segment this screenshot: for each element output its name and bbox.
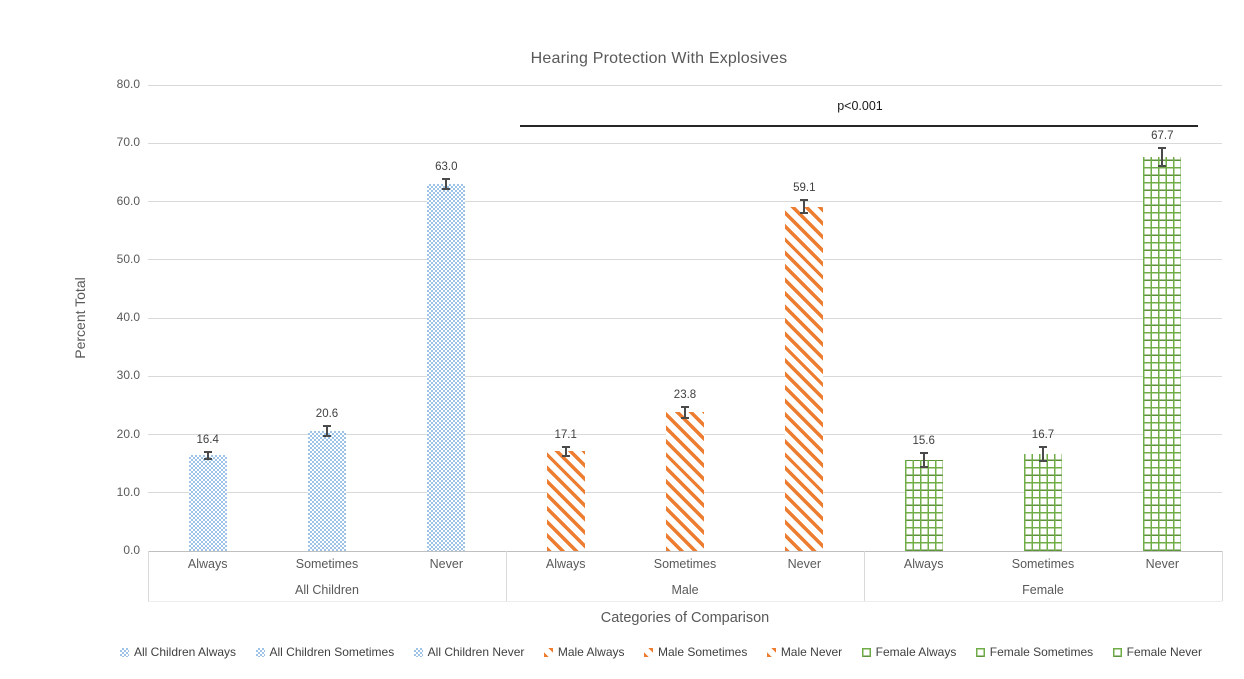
legend: All Children Always All Children Sometime… xyxy=(120,645,1202,659)
value-label: 59.1 xyxy=(793,182,816,195)
legend-swatch-icon xyxy=(975,647,985,657)
legend-label: Male Never xyxy=(780,645,843,659)
bar-female-never xyxy=(1143,156,1182,551)
error-bar xyxy=(681,405,689,419)
bar-male-never xyxy=(785,206,824,551)
category-area-bottom-edge xyxy=(148,601,1222,602)
category-label: Sometimes xyxy=(653,557,717,571)
legend-item: Male Always xyxy=(543,645,625,659)
error-bar xyxy=(561,445,570,458)
y-tick-label: 80.0 xyxy=(116,77,140,91)
category-label: Always xyxy=(545,557,586,571)
legend-swatch-icon xyxy=(766,647,776,657)
legend-item: All Children Always xyxy=(120,645,236,659)
category-divider xyxy=(148,551,149,601)
error-bar xyxy=(800,199,809,215)
value-label: 23.8 xyxy=(673,388,697,401)
legend-swatch-icon xyxy=(861,647,871,657)
group-label-male: Male xyxy=(671,583,699,597)
legend-item: Female Always xyxy=(861,645,957,659)
y-tick-label: 70.0 xyxy=(116,135,140,150)
legend-swatch-icon xyxy=(120,647,129,657)
bar-all-children-always xyxy=(188,455,227,551)
significance-line xyxy=(520,125,1198,127)
legend-swatch-icon xyxy=(643,647,653,657)
y-tick-label: 0.0 xyxy=(123,543,140,557)
x-axis-title: Categories of Comparison xyxy=(600,610,770,626)
y-tick-label: 60.0 xyxy=(116,193,140,208)
legend-item: All Children Never xyxy=(413,645,525,659)
gridline xyxy=(148,201,1222,202)
category-label: Never xyxy=(1145,557,1179,571)
legend-item: Male Never xyxy=(766,645,843,659)
legend-label: Female Never xyxy=(1126,645,1202,659)
y-axis-title: Percent Total xyxy=(72,277,88,359)
legend-swatch-icon xyxy=(413,647,423,657)
bar-male-always xyxy=(546,451,585,551)
category-divider xyxy=(1222,551,1223,601)
error-bar xyxy=(1039,445,1047,462)
category-label: Never xyxy=(429,557,463,571)
category-label: Sometimes xyxy=(295,557,359,571)
chart-title: Hearing Protection With Explosives xyxy=(530,50,788,67)
legend-swatch-icon xyxy=(255,647,265,657)
value-label: 67.7 xyxy=(1151,129,1174,142)
legend-label: Male Sometimes xyxy=(657,645,748,659)
category-label: Always xyxy=(187,557,228,571)
legend-item: Female Sometimes xyxy=(975,645,1094,659)
y-tick-label: 10.0 xyxy=(116,484,140,499)
y-tick-label: 30.0 xyxy=(116,368,140,383)
error-bar xyxy=(919,451,928,469)
legend-label: All Children Always xyxy=(134,645,237,659)
legend-label: Female Always xyxy=(875,645,957,659)
gridline xyxy=(148,84,1222,86)
y-tick-label: 40.0 xyxy=(116,310,140,324)
legend-item: Male Sometimes xyxy=(643,645,748,659)
legend-item: All Children Sometimes xyxy=(255,645,395,659)
significance-label: p<0.001 xyxy=(837,99,883,113)
bar-female-sometimes xyxy=(1024,453,1062,551)
category-label: Sometimes xyxy=(1011,557,1075,571)
error-bar xyxy=(442,178,451,190)
legend-label: All Children Never xyxy=(427,645,525,659)
error-bar xyxy=(323,425,331,437)
legend-label: Male Always xyxy=(557,645,625,659)
group-label-female: Female xyxy=(1022,583,1064,597)
bar-all-children-never xyxy=(427,184,466,551)
group-label-all-children: All Children xyxy=(295,583,359,597)
x-axis-line xyxy=(148,550,1222,552)
legend-item: Female Never xyxy=(1112,645,1202,659)
value-label: 63.0 xyxy=(435,161,458,174)
error-bar xyxy=(203,450,212,461)
bar-female-always xyxy=(904,460,943,551)
gridline xyxy=(148,259,1222,261)
value-label: 16.4 xyxy=(196,433,219,446)
legend-label: Female Sometimes xyxy=(989,645,1094,659)
gridline xyxy=(148,375,1222,377)
legend-label: All Children Sometimes xyxy=(269,645,395,659)
value-label: 16.7 xyxy=(1031,428,1055,441)
category-label: Always xyxy=(903,557,944,571)
value-label: 20.6 xyxy=(315,408,339,421)
category-label: Never xyxy=(787,557,821,571)
gridline xyxy=(148,317,1222,319)
y-tick-label: 50.0 xyxy=(116,251,140,266)
y-tick-label: 20.0 xyxy=(116,426,140,441)
category-divider xyxy=(506,551,507,601)
error-bar xyxy=(1158,146,1167,167)
category-divider xyxy=(864,551,865,601)
bar-all-children-sometimes xyxy=(308,431,346,551)
legend-swatch-icon xyxy=(1112,647,1122,657)
bar-male-sometimes xyxy=(666,412,704,551)
value-label: 17.1 xyxy=(554,428,577,441)
gridline xyxy=(148,142,1222,144)
value-label: 15.6 xyxy=(912,434,935,447)
legend-swatch-icon xyxy=(543,647,553,657)
